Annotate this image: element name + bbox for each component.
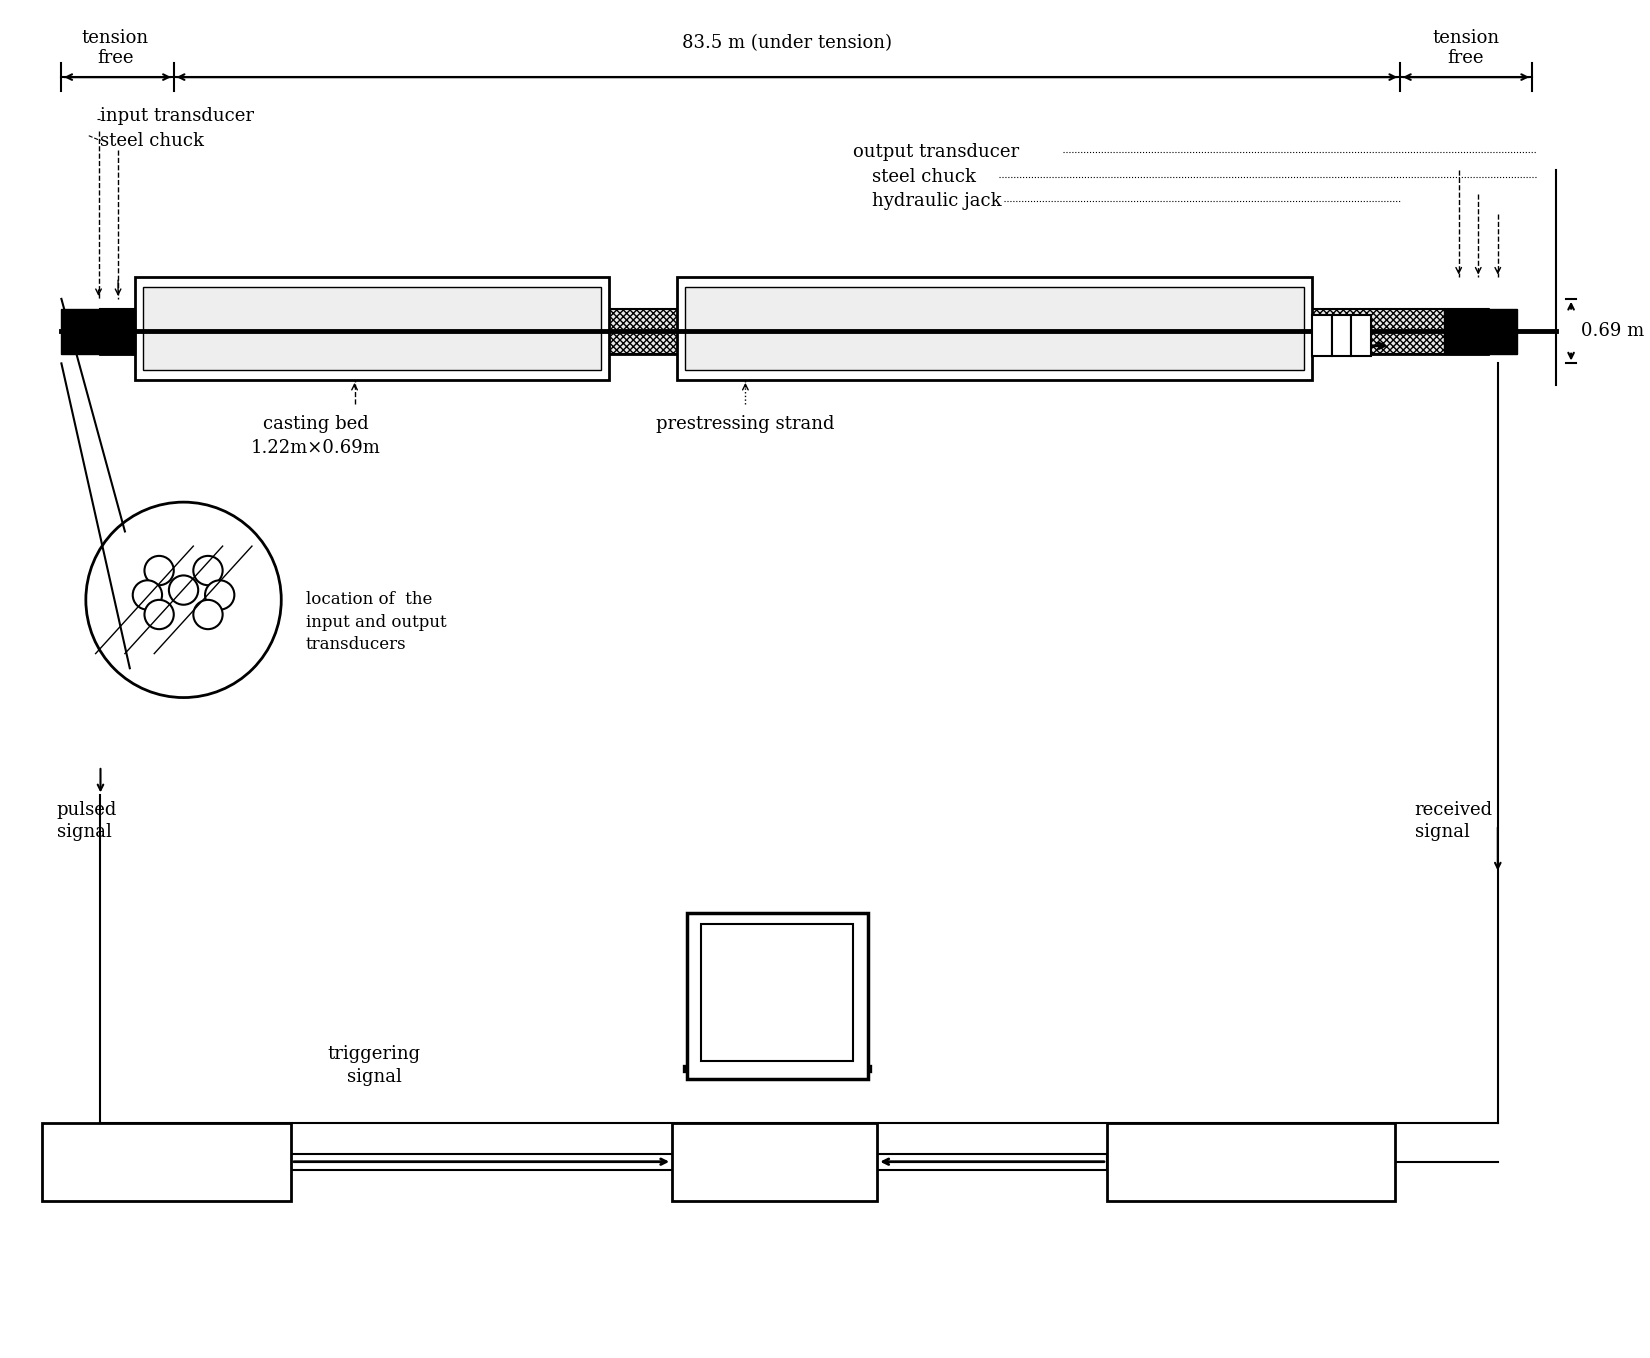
Text: transducers: transducers [305,637,406,653]
Text: triggering: triggering [328,1046,421,1063]
Text: 0.69 m: 0.69 m [1581,322,1643,340]
Circle shape [145,600,173,629]
Text: received: received [1414,801,1493,819]
Bar [1444,308,1518,353]
Bar [61,308,135,353]
Text: tension: tension [81,29,148,48]
Text: pulse generator: pulse generator [99,1153,233,1171]
Text: steel chuck: steel chuck [101,132,205,149]
Circle shape [205,580,234,610]
Text: MISTRAS: MISTRAS [734,1153,815,1171]
Bar [672,1123,878,1200]
Circle shape [193,600,223,629]
Text: signal: signal [56,823,112,842]
Bar [41,1123,290,1200]
Bar [101,308,1488,353]
Circle shape [193,555,223,585]
Bar [1107,1123,1396,1200]
Bar [135,277,609,380]
Text: free: free [97,49,134,67]
Text: pulsed: pulsed [56,801,117,819]
Text: free: free [1447,49,1483,67]
Bar [1332,315,1351,356]
Bar [685,287,1304,371]
Text: input and output: input and output [305,614,446,631]
Text: signal: signal [346,1067,401,1085]
Text: signal: signal [1414,823,1470,842]
Circle shape [132,580,162,610]
Circle shape [168,576,198,604]
Bar [1312,315,1332,356]
Text: 1.22m×0.69m: 1.22m×0.69m [251,440,381,458]
Text: location of  the: location of the [305,591,432,608]
Text: casting bed: casting bed [262,416,368,433]
Bar [1351,315,1371,356]
Text: tension: tension [1432,29,1500,48]
Text: prestressing strand: prestressing strand [657,416,835,433]
Bar [142,287,601,371]
Bar [701,925,853,1061]
Text: preamplifier: preamplifier [1200,1153,1304,1171]
Circle shape [145,555,173,585]
Bar [676,277,1312,380]
Text: 83.5 m (under tension): 83.5 m (under tension) [683,34,893,52]
Text: hydraulic jack: hydraulic jack [873,193,1002,210]
Text: steel chuck: steel chuck [873,168,977,186]
Text: input transducer: input transducer [101,107,254,125]
Text: output transducer: output transducer [853,144,1020,162]
Bar [686,913,868,1078]
